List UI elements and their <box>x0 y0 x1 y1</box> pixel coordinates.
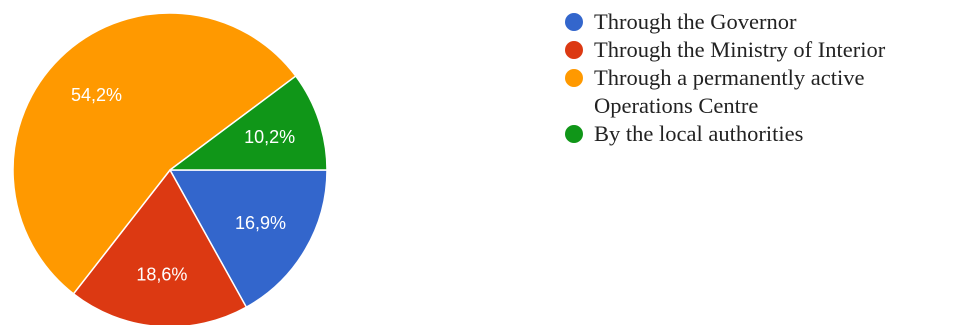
pie-slice-governor <box>169 169 328 308</box>
legend-label-governor: Through the Governor <box>594 9 797 34</box>
chart-legend: Through the Governor Through the Ministr… <box>560 8 960 148</box>
pie-label-ministry: 18,6% <box>136 265 187 285</box>
legend-swatch-local-authorities <box>565 125 583 143</box>
pie-label-local-authorities: 10,2% <box>244 127 295 147</box>
legend-item-governor: Through the Governor <box>560 8 960 36</box>
legend-item-local-authorities: By the local authorities <box>560 120 960 148</box>
legend-swatch-governor <box>565 13 583 31</box>
pie-label-governor: 16,9% <box>235 213 286 233</box>
pie-slice-ministry <box>72 169 248 325</box>
legend-label-local-authorities: By the local authorities <box>594 121 804 146</box>
legend-label-ministry: Through the Ministry of Interior <box>594 37 886 62</box>
pie-slice-operations-centre <box>12 12 297 295</box>
pie-slice-labels: 16,9% 18,6% 54,2% 10,2% <box>71 85 295 285</box>
pie-slice-local-authorities <box>169 75 328 171</box>
pie-label-operations-centre: 54,2% <box>71 85 122 105</box>
legend-item-operations-centre: Through a permanently active Operations … <box>560 64 960 120</box>
legend-label-operations-centre: Through a permanently active Operations … <box>594 65 865 118</box>
legend-swatch-operations-centre <box>565 69 583 87</box>
legend-item-ministry: Through the Ministry of Interior <box>560 36 960 64</box>
pie-slices <box>12 12 328 325</box>
legend-swatch-ministry <box>565 41 583 59</box>
